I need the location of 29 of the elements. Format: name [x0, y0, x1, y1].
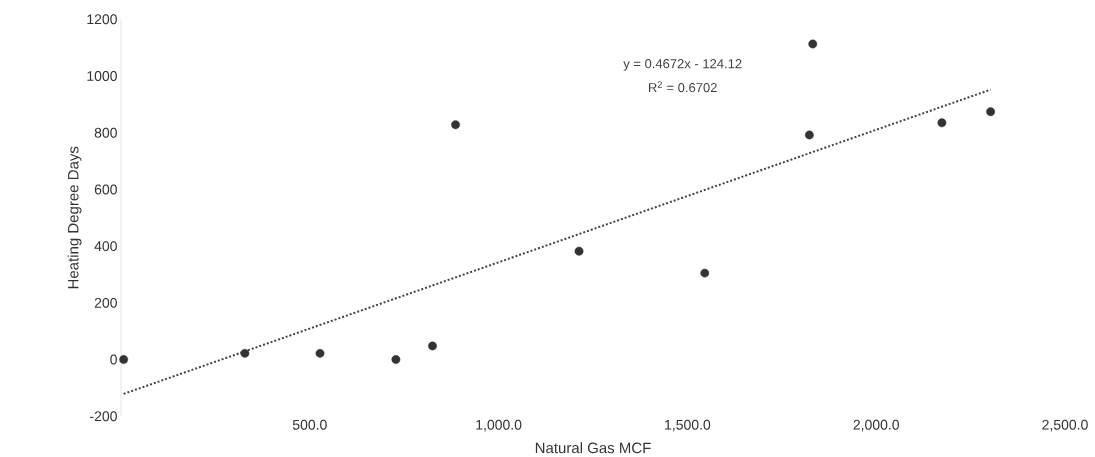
point — [119, 355, 129, 365]
y-tick-label: 0 — [110, 354, 117, 365]
annotation: y = 0.4672x - 124.12 — [623, 59, 742, 72]
point — [986, 107, 996, 117]
y-tick-label: 800 — [94, 127, 117, 138]
point — [574, 247, 584, 256]
x-tick-label: 1,500.0 — [665, 420, 711, 432]
y-tick-label: 600 — [94, 184, 117, 195]
y-axis-title: Heating Degree Days — [67, 146, 82, 289]
y-tick-label: 400 — [94, 241, 117, 252]
y-tick-label: 200 — [94, 298, 117, 309]
point — [700, 268, 710, 278]
point — [428, 341, 437, 351]
y-tick-label: -200 — [90, 411, 117, 422]
x-axis-title: Natural Gas MCF — [535, 442, 651, 454]
point — [808, 39, 818, 49]
x-tick-label: 2,000.0 — [853, 420, 899, 432]
point — [451, 120, 460, 130]
point — [315, 349, 325, 358]
point — [804, 130, 814, 140]
y-tick-label: 1200 — [87, 14, 117, 25]
annotation: R$^{2}$ = 0.6702 — [648, 81, 717, 93]
point — [240, 349, 250, 358]
x-tick-label: 1,000.0 — [476, 420, 522, 432]
point — [391, 355, 401, 365]
point — [937, 118, 947, 128]
x-tick-label: 500.0 — [292, 420, 327, 430]
y-tick-label: 1000 — [87, 71, 117, 82]
x-tick-label: 2,500.0 — [1042, 420, 1088, 432]
